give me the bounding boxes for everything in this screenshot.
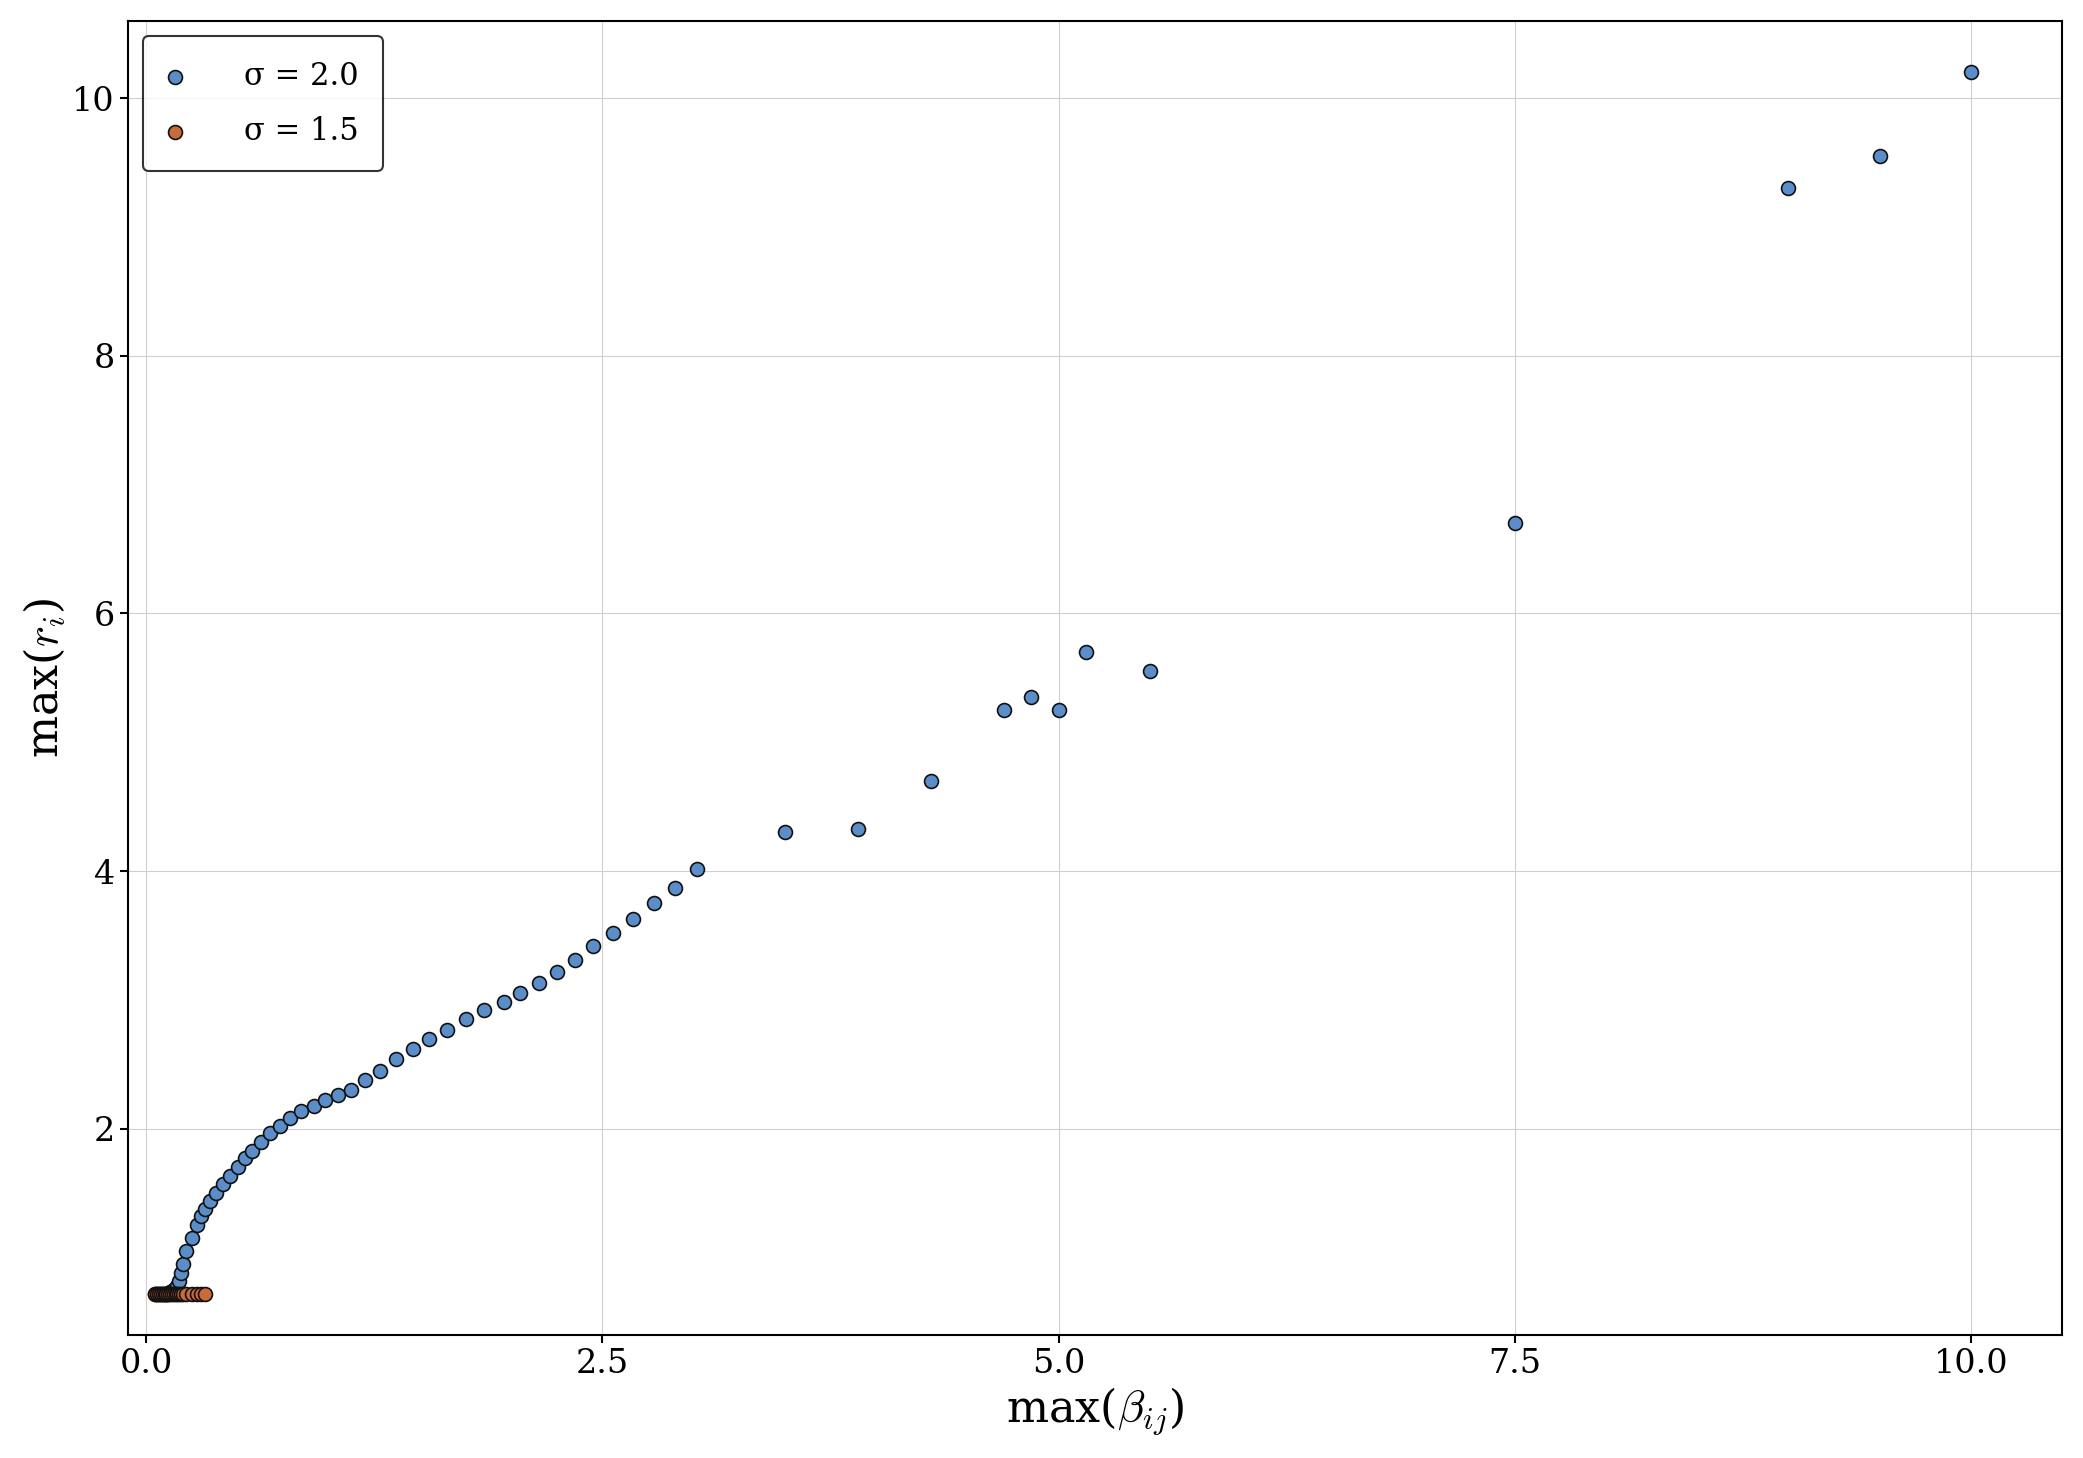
- σ = 2.0: [235, 1139, 269, 1162]
- σ = 2.0: [144, 1282, 177, 1305]
- σ = 2.0: [221, 1156, 254, 1180]
- σ = 1.5: [152, 1282, 185, 1305]
- σ = 2.0: [348, 1069, 381, 1092]
- σ = 1.5: [181, 1282, 215, 1305]
- σ = 2.0: [142, 1282, 175, 1305]
- σ = 2.0: [262, 1114, 296, 1137]
- σ = 2.0: [215, 1165, 248, 1188]
- σ = 2.0: [273, 1107, 306, 1130]
- σ = 2.0: [254, 1121, 287, 1145]
- σ = 2.0: [167, 1252, 200, 1276]
- σ = 2.0: [150, 1282, 183, 1305]
- σ = 1.5: [146, 1282, 179, 1305]
- σ = 2.0: [1773, 176, 1806, 200]
- σ = 2.0: [148, 1282, 181, 1305]
- σ = 2.0: [194, 1190, 227, 1213]
- σ = 1.5: [162, 1282, 196, 1305]
- Legend: σ = 2.0, σ = 1.5: σ = 2.0, σ = 1.5: [144, 36, 383, 172]
- σ = 2.0: [187, 1197, 221, 1220]
- σ = 2.0: [1014, 685, 1048, 709]
- σ = 2.0: [140, 1282, 173, 1305]
- σ = 2.0: [842, 816, 875, 840]
- σ = 2.0: [175, 1226, 208, 1250]
- σ = 2.0: [539, 959, 573, 983]
- σ = 1.5: [142, 1282, 175, 1305]
- σ = 2.0: [1133, 659, 1166, 682]
- σ = 1.5: [158, 1282, 192, 1305]
- σ = 1.5: [148, 1282, 181, 1305]
- σ = 2.0: [140, 1282, 173, 1305]
- σ = 1.5: [165, 1282, 198, 1305]
- X-axis label: max($\beta_{ij}$): max($\beta_{ij}$): [1006, 1385, 1185, 1438]
- σ = 2.0: [181, 1213, 215, 1236]
- σ = 2.0: [152, 1282, 185, 1305]
- σ = 2.0: [206, 1172, 240, 1196]
- σ = 2.0: [596, 921, 629, 945]
- σ = 2.0: [171, 1239, 204, 1263]
- σ = 2.0: [158, 1277, 192, 1301]
- σ = 2.0: [1862, 144, 1896, 168]
- σ = 2.0: [333, 1079, 367, 1102]
- σ = 2.0: [200, 1181, 233, 1204]
- σ = 2.0: [285, 1099, 319, 1123]
- σ = 1.5: [150, 1282, 183, 1305]
- σ = 2.0: [637, 892, 671, 916]
- σ = 2.0: [1498, 512, 1531, 535]
- σ = 2.0: [165, 1261, 198, 1284]
- σ = 2.0: [244, 1130, 277, 1153]
- σ = 2.0: [1042, 698, 1075, 722]
- σ = 2.0: [658, 876, 692, 900]
- σ = 1.5: [156, 1282, 190, 1305]
- Y-axis label: max($r_i$): max($r_i$): [21, 598, 67, 758]
- σ = 2.0: [467, 999, 500, 1022]
- σ = 2.0: [577, 935, 610, 958]
- σ = 2.0: [431, 1018, 465, 1041]
- σ = 2.0: [487, 991, 521, 1015]
- σ = 2.0: [154, 1280, 187, 1303]
- σ = 1.5: [140, 1282, 173, 1305]
- σ = 1.5: [187, 1282, 221, 1305]
- σ = 2.0: [321, 1083, 354, 1107]
- σ = 2.0: [523, 971, 556, 994]
- σ = 2.0: [450, 1007, 483, 1031]
- σ = 1.5: [156, 1282, 190, 1305]
- σ = 1.5: [160, 1282, 194, 1305]
- σ = 2.0: [558, 948, 592, 971]
- σ = 2.0: [298, 1094, 331, 1117]
- σ = 1.5: [171, 1282, 204, 1305]
- σ = 2.0: [156, 1279, 190, 1302]
- σ = 2.0: [396, 1037, 429, 1060]
- σ = 1.5: [154, 1282, 187, 1305]
- σ = 1.5: [144, 1282, 177, 1305]
- σ = 2.0: [914, 770, 948, 793]
- σ = 2.0: [987, 698, 1021, 722]
- σ = 1.5: [175, 1282, 208, 1305]
- σ = 2.0: [156, 1279, 190, 1302]
- σ = 2.0: [1069, 640, 1102, 663]
- σ = 2.0: [681, 857, 714, 881]
- σ = 2.0: [504, 981, 537, 1005]
- σ = 2.0: [362, 1059, 396, 1082]
- σ = 1.5: [185, 1282, 219, 1305]
- σ = 2.0: [412, 1026, 446, 1050]
- σ = 1.5: [167, 1282, 200, 1305]
- σ = 1.5: [140, 1282, 173, 1305]
- σ = 2.0: [185, 1204, 219, 1228]
- σ = 2.0: [146, 1282, 179, 1305]
- σ = 2.0: [229, 1146, 262, 1169]
- σ = 2.0: [769, 821, 802, 844]
- σ = 2.0: [379, 1047, 412, 1070]
- σ = 2.0: [1954, 61, 1987, 85]
- σ = 2.0: [617, 907, 650, 930]
- σ = 2.0: [308, 1089, 342, 1112]
- σ = 2.0: [160, 1274, 194, 1298]
- σ = 2.0: [162, 1268, 196, 1292]
